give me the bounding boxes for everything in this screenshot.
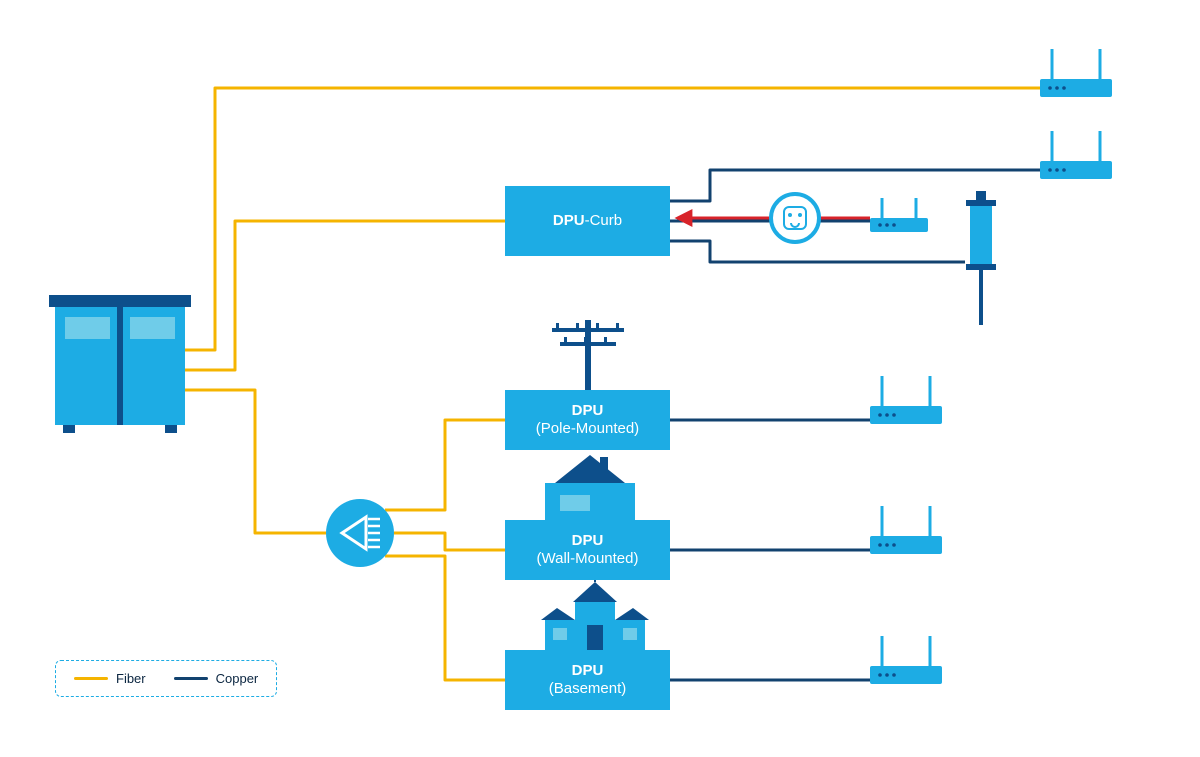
- edge-copper_curb_transformer: [670, 241, 965, 262]
- legend-label: Copper: [216, 671, 259, 686]
- dpu-label-rest: (Wall-Mounted): [537, 550, 639, 568]
- splitter-icon: [326, 499, 394, 567]
- edge-fiber_splitter_wall: [394, 533, 505, 550]
- legend-item: Copper: [174, 671, 259, 686]
- dpu-label-bold: DPU: [572, 532, 604, 550]
- legend-item: Fiber: [74, 671, 146, 686]
- dpu_curb: DPU-Curb: [505, 186, 670, 256]
- dpu-label-bold: DPU: [553, 212, 585, 229]
- router-icon: [1040, 131, 1112, 179]
- icons: [49, 49, 1112, 684]
- router-icon: [870, 198, 928, 232]
- building-icon: [541, 568, 649, 650]
- dpu_wall: DPU(Wall-Mounted): [505, 520, 670, 580]
- legend-line: [74, 677, 108, 680]
- edge-fiber_splitter_base: [385, 556, 505, 680]
- legend-line: [174, 677, 208, 680]
- router-icon: [1040, 49, 1112, 97]
- router-icon: [870, 506, 942, 554]
- diagram-svg: [0, 0, 1200, 757]
- dpu-label-bold: DPU: [572, 662, 604, 680]
- dpu-label-bold: DPU: [572, 402, 604, 420]
- transformer-icon: [966, 191, 996, 325]
- power-outlet-icon: [771, 194, 819, 242]
- legend-label: Fiber: [116, 671, 146, 686]
- dpu-label-rest: (Pole-Mounted): [536, 420, 639, 438]
- house-icon: [545, 455, 635, 520]
- edge-fiber_cabinet_dpu_curb: [185, 221, 505, 370]
- utility-pole-icon: [552, 320, 624, 390]
- dpu-label-rest: (Basement): [549, 680, 627, 698]
- router-icon: [870, 376, 942, 424]
- edges: [185, 88, 1040, 680]
- legend: Fiber Copper: [55, 660, 277, 697]
- edge-fiber_splitter_pole: [385, 420, 505, 510]
- cabinet-icon: [49, 295, 191, 433]
- router-icon: [870, 636, 942, 684]
- dpu-label-rest: -Curb: [585, 212, 623, 229]
- dpu_base: DPU(Basement): [505, 650, 670, 710]
- edge-fiber_cabinet_splitter: [185, 390, 326, 533]
- dpu_pole: DPU(Pole-Mounted): [505, 390, 670, 450]
